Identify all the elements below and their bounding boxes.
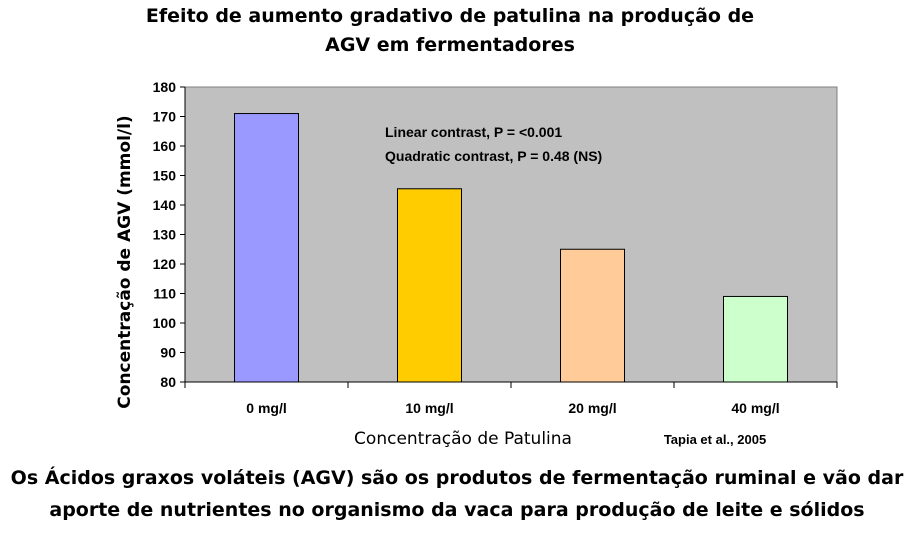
annotation-quadratic-contrast: Quadratic contrast, P = 0.48 (NS) bbox=[385, 148, 602, 164]
bar-20-mg-l bbox=[560, 248, 625, 383]
bar-0-mg-l bbox=[234, 113, 299, 383]
source-citation: Tapia et al., 2005 bbox=[664, 432, 766, 447]
y-tick-label: 100 bbox=[153, 315, 177, 331]
bar-chart: 0 mg/l 10 mg/l 20 mg/l 40 mg/l 80 90 100 110 120… bbox=[115, 79, 838, 449]
y-tick-label: 150 bbox=[153, 168, 177, 184]
y-axis-label: Concentração de AGV (mmol/l) bbox=[115, 115, 135, 408]
y-tick-label: 170 bbox=[153, 109, 177, 125]
caption-line-1: Os Ácidos graxos voláteis (AGV) são os p… bbox=[10, 467, 904, 489]
x-tick-label: 40 mg/l bbox=[731, 400, 779, 416]
x-tick-label: 0 mg/l bbox=[246, 400, 286, 416]
chart-title-line-1: Efeito de aumento gradativo de patulina … bbox=[145, 5, 755, 27]
y-tick-label: 160 bbox=[153, 138, 177, 154]
x-tick-label: 10 mg/l bbox=[405, 400, 453, 416]
x-tick-label: 20 mg/l bbox=[568, 400, 616, 416]
y-tick-label: 130 bbox=[153, 227, 177, 243]
y-tick-label: 80 bbox=[160, 374, 176, 390]
y-tick-label: 140 bbox=[153, 197, 177, 213]
y-tick-label: 180 bbox=[153, 79, 177, 95]
caption-line-2: aporte de nutrientes no organismo da vac… bbox=[49, 499, 865, 521]
x-axis-label: Concentração de Patulina bbox=[354, 429, 572, 449]
y-tick-label: 110 bbox=[153, 286, 176, 302]
caption: Os Ácidos graxos voláteis (AGV) são os p… bbox=[0, 462, 914, 526]
y-tick-label: 90 bbox=[160, 345, 176, 361]
annotation-linear-contrast: Linear contrast, P = <0.001 bbox=[385, 124, 562, 140]
y-tick-label: 120 bbox=[153, 256, 177, 272]
bar-40-mg-l bbox=[723, 295, 788, 383]
chart-title: Efeito de aumento gradativo de patulina … bbox=[0, 2, 900, 60]
bar-10-mg-l bbox=[397, 188, 462, 383]
chart-title-line-2: AGV em fermentadores bbox=[325, 34, 575, 56]
